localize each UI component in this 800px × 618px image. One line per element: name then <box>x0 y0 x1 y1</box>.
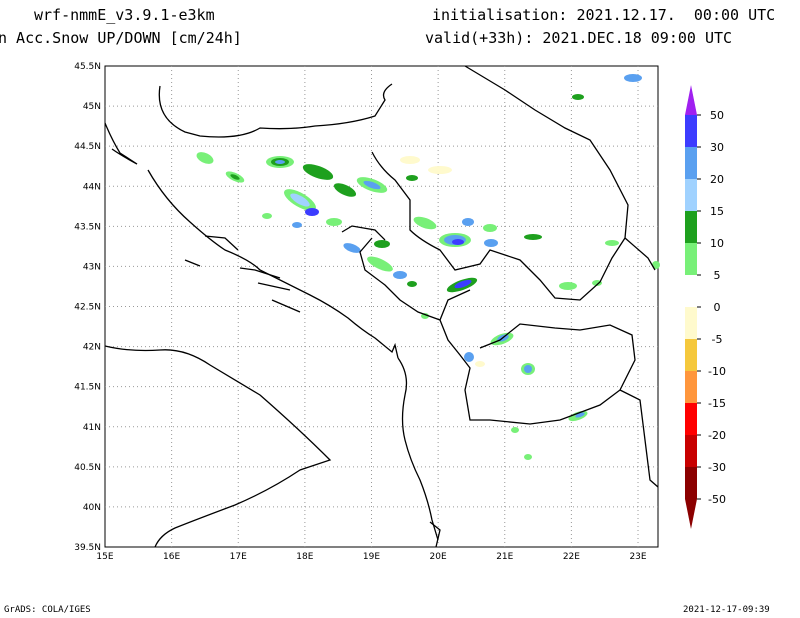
lon-tick-label: 17E <box>230 552 247 562</box>
longitude-tick-labels: 15E 16E 17E 18E 19E 20E 21E 22E 23E <box>96 552 646 562</box>
lat-tick-label: 44.5N <box>74 142 101 152</box>
colorbar-segment <box>685 403 697 435</box>
colorbar-label: 20 <box>710 173 724 186</box>
colorbar-arrow-bottom <box>685 499 697 529</box>
latitude-tick-labels: 39.5N 40N 40.5N 41N 41.5N 42N 42.5N 43N 43.5N 44N… <box>74 62 101 553</box>
colorbar-arrow-top <box>685 85 697 115</box>
colorbar-segment <box>685 211 697 243</box>
colorbar-segment <box>685 339 697 371</box>
colorbar-label: -30 <box>708 461 726 474</box>
colorbar-segment <box>685 371 697 403</box>
lat-tick-label: 39.5N <box>74 543 101 553</box>
colorbar-label: -50 <box>708 493 726 506</box>
colorbar-segment <box>685 435 697 467</box>
lon-tick-label: 15E <box>96 552 113 562</box>
valid-time: valid(+33h): 2021.DEC.18 09:00 UTC <box>425 29 733 47</box>
colorbar-segment <box>685 179 697 211</box>
lat-tick-label: 41N <box>83 423 101 433</box>
snow-band-serbia <box>400 74 660 290</box>
lon-tick-label: 21E <box>496 552 513 562</box>
model-title: wrf-nmmE_v3.9.1-e3km <box>34 6 215 24</box>
lat-tick-label: 42.5N <box>74 303 101 313</box>
colorbar-segment <box>685 115 697 147</box>
plot-timestamp: 2021-12-17-09:39 <box>683 605 770 615</box>
colorbar-segment <box>685 147 697 179</box>
colorbar-label: 10 <box>710 237 724 250</box>
lat-tick-label: 41.5N <box>74 383 101 393</box>
lat-tick-label: 45.5N <box>74 62 101 72</box>
lat-tick-label: 43N <box>83 262 101 272</box>
init-time: initialisation: 2021.12.17. 00:00 UTC <box>432 6 776 24</box>
colorbar-segment <box>685 467 697 499</box>
lat-tick-label: 43.5N <box>74 222 101 232</box>
colorbar-label: -15 <box>708 397 726 410</box>
colorbar-label: 15 <box>710 205 724 218</box>
lon-tick-label: 22E <box>563 552 580 562</box>
variable-title: n Acc.Snow UP/DOWN [cm/24h] <box>0 29 242 47</box>
colorbar-label: -5 <box>712 333 723 346</box>
lon-tick-label: 23E <box>629 552 646 562</box>
coastline-and-borders <box>104 65 659 548</box>
colorbar-segment <box>685 275 697 307</box>
credit-text: GrADS: COLA/IGES <box>4 605 91 615</box>
colorbar-segment <box>685 243 697 275</box>
snowfall-field <box>196 74 660 460</box>
colorbar-segment <box>685 307 697 339</box>
lat-tick-label: 40N <box>83 503 101 513</box>
colorbar-label: 0 <box>714 301 721 314</box>
lat-tick-label: 42N <box>83 343 101 353</box>
lat-tick-label: 40.5N <box>74 463 101 473</box>
lon-tick-label: 18E <box>296 552 313 562</box>
colorbar-label: 50 <box>710 109 724 122</box>
colorbar-label: 5 <box>714 269 721 282</box>
lon-tick-label: 19E <box>363 552 380 562</box>
colorbar-label: -20 <box>708 429 726 442</box>
colorbar-label: -10 <box>708 365 726 378</box>
lon-tick-label: 16E <box>163 552 180 562</box>
snow-band-bosnia <box>196 152 417 287</box>
lon-tick-label: 20E <box>430 552 447 562</box>
lat-tick-label: 44N <box>83 182 101 192</box>
lat-tick-label: 45N <box>83 102 101 112</box>
colorbar-label: 30 <box>710 141 724 154</box>
